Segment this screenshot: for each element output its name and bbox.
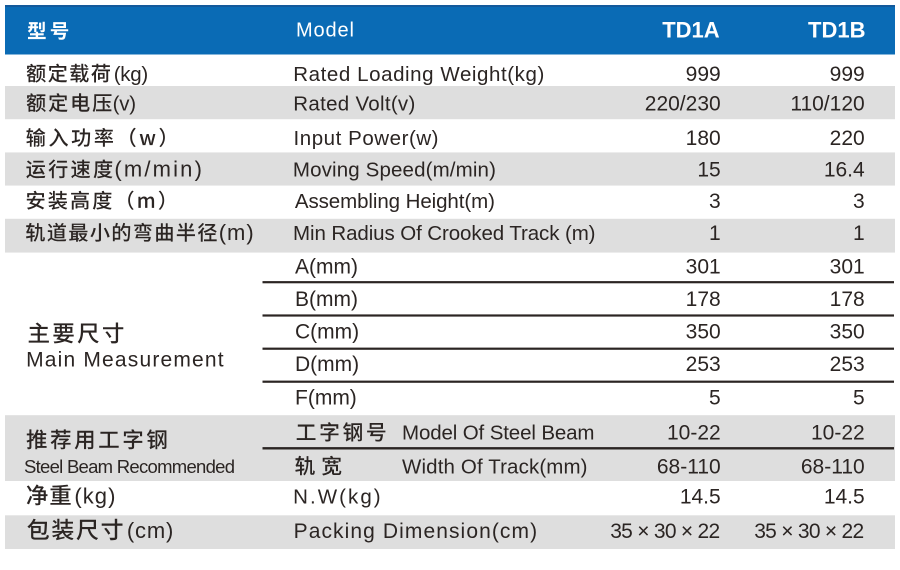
svg-text:(cm): (cm) <box>127 518 173 543</box>
svg-text:220: 220 <box>830 127 865 150</box>
svg-text:Main Measurement: Main Measurement <box>26 348 224 371</box>
svg-text:350: 350 <box>686 320 721 343</box>
svg-text:350: 350 <box>830 320 865 343</box>
svg-text:68-110: 68-110 <box>801 456 865 479</box>
svg-text:110/120: 110/120 <box>790 92 864 115</box>
svg-text:3: 3 <box>853 190 865 213</box>
svg-text:(m): (m) <box>219 220 254 245</box>
svg-text:Rated Loading Weight(kg): Rated Loading Weight(kg) <box>293 63 544 86</box>
svg-text:5: 5 <box>709 386 721 409</box>
svg-text:1: 1 <box>709 222 721 245</box>
svg-text:Steel Beam Recommended: Steel Beam Recommended <box>24 456 235 477</box>
svg-text:(kg): (kg) <box>114 63 149 86</box>
svg-text:Min Radius Of Crooked Track (m: Min Radius Of Crooked Track (m) <box>293 222 596 245</box>
svg-text:A(mm): A(mm) <box>295 256 358 279</box>
svg-text:Model: Model <box>296 19 354 41</box>
svg-text:999: 999 <box>830 63 865 86</box>
svg-text:D(mm): D(mm) <box>295 353 359 376</box>
svg-text:68-110: 68-110 <box>657 456 721 479</box>
svg-text:(kg): (kg) <box>74 484 115 509</box>
svg-text:Input Power(w): Input Power(w) <box>294 127 439 150</box>
svg-text:3: 3 <box>709 190 721 213</box>
svg-text:Moving Speed(m/min): Moving Speed(m/min) <box>293 159 496 182</box>
svg-text:10-22: 10-22 <box>811 421 865 444</box>
svg-text:301: 301 <box>830 256 865 279</box>
svg-text:N.W(kg): N.W(kg) <box>293 486 381 509</box>
svg-text:253: 253 <box>686 353 721 376</box>
svg-text:Model Of Steel Beam: Model Of Steel Beam <box>402 421 595 444</box>
svg-text:Width Of Track(mm): Width Of Track(mm) <box>402 456 588 479</box>
svg-text:B(mm): B(mm) <box>295 288 358 311</box>
svg-text:(m/min): (m/min) <box>114 157 201 182</box>
svg-text:Packing Dimension(cm): Packing Dimension(cm) <box>294 520 537 543</box>
svg-text:Assembling Height(m): Assembling Height(m) <box>295 190 495 213</box>
svg-text:220/230: 220/230 <box>645 92 721 115</box>
svg-text:14.5: 14.5 <box>824 486 865 509</box>
svg-text:16.4: 16.4 <box>824 159 865 182</box>
svg-text:F(mm): F(mm) <box>295 386 357 409</box>
svg-text:301: 301 <box>686 256 721 279</box>
svg-text:15: 15 <box>697 159 720 182</box>
svg-text:35 × 30 × 22: 35 × 30 × 22 <box>754 520 864 543</box>
svg-text:10-22: 10-22 <box>667 421 721 444</box>
svg-text:35 × 30 × 22: 35 × 30 × 22 <box>610 520 720 543</box>
svg-text:TD1B: TD1B <box>808 17 865 42</box>
svg-text:TD1A: TD1A <box>662 17 720 42</box>
svg-text:(v): (v) <box>113 92 137 115</box>
svg-text:C(mm): C(mm) <box>295 320 359 343</box>
svg-text:5: 5 <box>853 386 865 409</box>
svg-text:999: 999 <box>686 63 721 86</box>
svg-text:178: 178 <box>686 288 721 311</box>
svg-text:180: 180 <box>686 127 721 150</box>
svg-text:Rated Volt(v): Rated Volt(v) <box>293 92 415 115</box>
svg-text:253: 253 <box>830 353 865 376</box>
svg-text:1: 1 <box>853 222 865 245</box>
svg-text:178: 178 <box>830 288 865 311</box>
svg-text:14.5: 14.5 <box>680 486 721 509</box>
